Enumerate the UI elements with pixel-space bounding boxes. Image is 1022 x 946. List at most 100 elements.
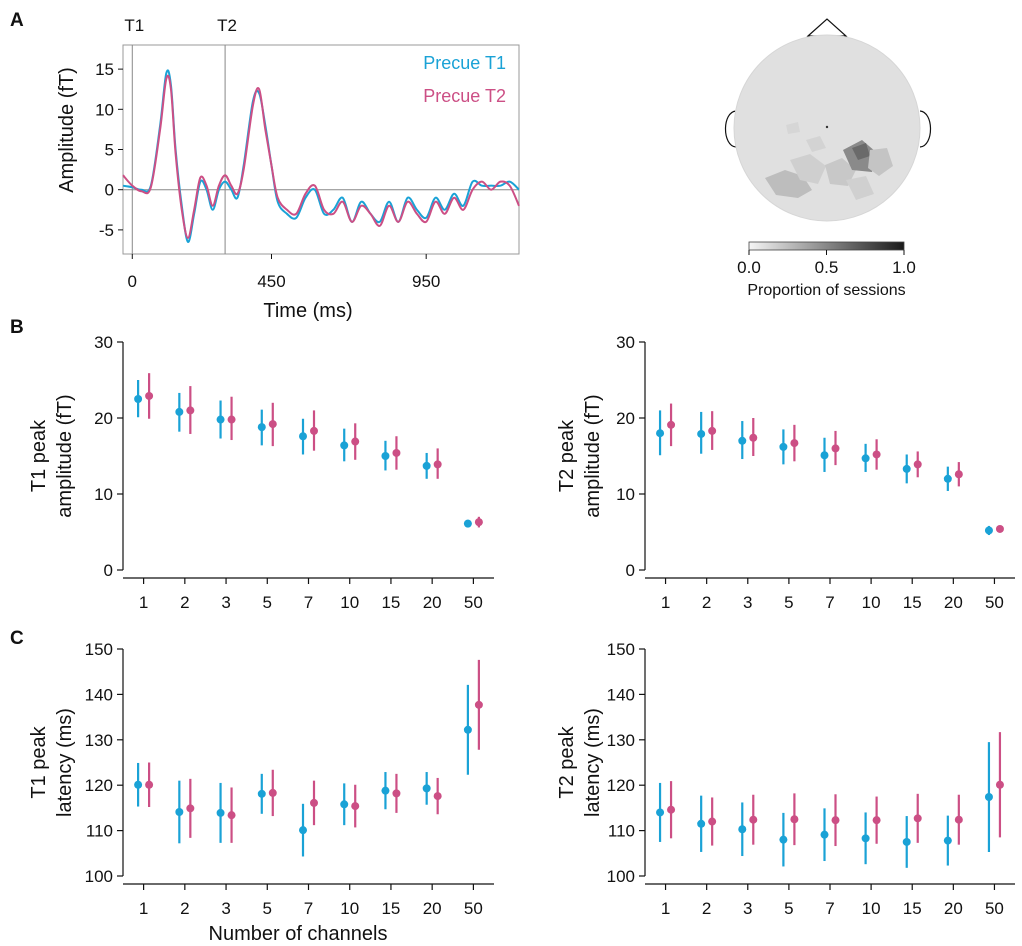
- y-tick-label: 0: [626, 561, 635, 580]
- mean-point: [667, 805, 676, 814]
- y-tick-label: -5: [99, 221, 114, 240]
- mean-point: [861, 454, 870, 463]
- legend-precue-t2: Precue T2: [423, 86, 506, 106]
- colorbar-tick: 0.0: [737, 258, 761, 277]
- mean-point: [667, 420, 676, 429]
- colorbar-tick: 1.0: [892, 258, 916, 277]
- y-tick-label: 10: [616, 485, 635, 504]
- mean-point: [995, 780, 1004, 789]
- y-tick-label: 10: [94, 485, 113, 504]
- colorbar-gradient: [748, 241, 905, 251]
- x-tick-label: 1: [661, 593, 670, 612]
- mean-point: [351, 802, 360, 811]
- mean-point: [381, 786, 390, 795]
- x-tick-label: 50: [985, 593, 1004, 612]
- y-axis-label-line: amplitude (fT): [54, 394, 76, 517]
- y-axis-label-line: T1 peak: [28, 419, 50, 492]
- mean-point: [134, 395, 143, 403]
- mean-point: [392, 789, 401, 798]
- x-tick-label: 3: [743, 593, 752, 612]
- panel-c-t2-latency-chart: 100 110 120 130 140 150 1 2 3 5 7 10 15 20 50 T2 peak la…: [556, 640, 1015, 918]
- y-axis-label: T1 peak latency (ms): [28, 708, 76, 817]
- head-center-dot: [825, 125, 829, 129]
- mean-point: [738, 436, 747, 445]
- x-tick-label: 5: [784, 899, 793, 918]
- mean-point: [913, 814, 922, 823]
- x-tick-label: 7: [825, 899, 834, 918]
- mean-point: [943, 474, 952, 483]
- mean-point: [656, 808, 665, 817]
- x-tick-label: 50: [464, 593, 483, 612]
- mean-point: [656, 429, 665, 438]
- axis-ticks: -5 0 5 10 15 0 450 950: [95, 60, 519, 291]
- y-tick-label: 20: [94, 409, 113, 428]
- y-tick-label: 110: [608, 822, 635, 841]
- mean-point: [697, 819, 706, 828]
- x-tick-label: 1: [661, 899, 670, 918]
- mean-point: [145, 391, 154, 400]
- x-tick-label: 20: [423, 593, 442, 612]
- panel-b-t2-amplitude-chart: 0 10 20 30 1 2 3 5 7 10 15 20 50 T2 peak amplitude (fT…: [556, 333, 1015, 612]
- mean-point: [433, 792, 442, 801]
- panel-c-t1-latency-chart: 100 110 120 130 140 150 1 2 3 5 7 10 15 20 50 T1 peak la…: [28, 640, 494, 918]
- y-tick-label: 150: [607, 640, 635, 659]
- left-ear-icon: [724, 110, 737, 148]
- x-tick-label: 20: [423, 899, 442, 918]
- y-tick-label: 110: [86, 822, 113, 841]
- event-marker-label: T2: [217, 16, 237, 35]
- x-tick-label: 450: [257, 272, 285, 291]
- legend-precue-t1: Precue T1: [423, 53, 506, 73]
- mean-point: [257, 789, 266, 798]
- mean-point: [310, 426, 318, 435]
- x-tick-label: 10: [340, 899, 359, 918]
- mean-point: [227, 811, 236, 820]
- mean-point: [422, 784, 431, 793]
- x-tick-label: 15: [903, 593, 922, 612]
- mean-point: [954, 815, 963, 824]
- mean-point: [268, 420, 277, 429]
- mean-point: [790, 439, 799, 448]
- mean-point: [820, 451, 829, 460]
- y-axis-label-line: latency (ms): [582, 708, 604, 817]
- x-tick-label: 15: [903, 899, 922, 918]
- mean-point: [749, 433, 758, 442]
- y-axis-label: T1 peak amplitude (fT): [28, 394, 76, 517]
- y-tick-label: 130: [85, 731, 113, 750]
- colorbar-tick: 0.5: [815, 258, 839, 277]
- x-tick-label: 50: [985, 899, 1004, 918]
- mean-point: [268, 788, 277, 797]
- y-tick-label: 30: [616, 333, 635, 352]
- mean-point: [738, 825, 747, 834]
- sensor-patches: [765, 122, 893, 200]
- x-tick-label: 3: [743, 899, 752, 918]
- y-axis-label-line: amplitude (fT): [582, 394, 604, 517]
- x-tick-label: 1: [139, 899, 148, 918]
- x-tick-label: 5: [784, 593, 793, 612]
- x-tick-label: 3: [221, 899, 230, 918]
- mean-point: [954, 470, 963, 479]
- x-tick-label: 950: [412, 272, 440, 291]
- y-tick-label: 140: [607, 685, 635, 704]
- x-tick-label: 5: [263, 593, 272, 612]
- x-tick-label: 50: [464, 899, 483, 918]
- panel-a-timecourse-chart: -5 0 5 10 15 0 450 950 T1 T2 Precue T1 Precue T2…: [56, 16, 520, 322]
- mean-point: [463, 725, 472, 734]
- mean-point: [779, 442, 788, 451]
- x-tick-label: 7: [825, 593, 834, 612]
- y-axis-label-line: T2 peak: [556, 725, 578, 798]
- head-topography-map: [724, 18, 932, 222]
- mean-point: [340, 800, 349, 809]
- panel-letter-c: C: [10, 628, 24, 649]
- y-tick-label: 10: [95, 100, 114, 119]
- y-tick-label: 100: [85, 867, 113, 886]
- x-tick-label: 3: [221, 593, 230, 612]
- mean-point: [186, 804, 195, 813]
- mean-point: [984, 526, 993, 535]
- x-tick-label: 5: [263, 899, 272, 918]
- plot-frame: [122, 44, 520, 255]
- x-tick-label: 2: [702, 593, 711, 612]
- mean-point: [422, 461, 431, 470]
- x-tick-label: 10: [862, 899, 881, 918]
- mean-point: [943, 836, 952, 845]
